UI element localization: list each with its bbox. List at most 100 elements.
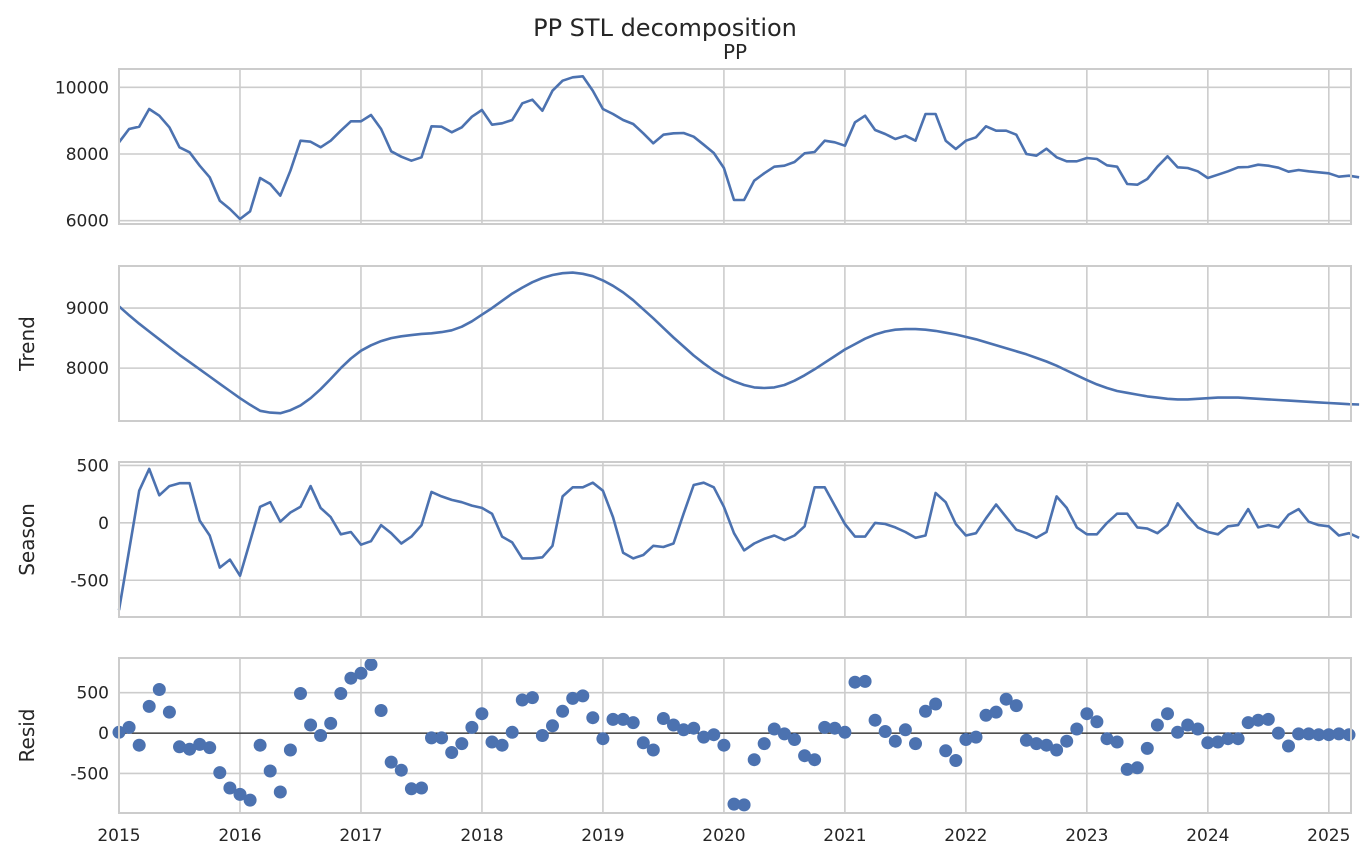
- x-tick-label: 2023: [1065, 826, 1108, 846]
- resid-point: [999, 692, 1013, 706]
- resid-point: [586, 711, 600, 725]
- resid-point: [546, 719, 559, 733]
- resid-point: [939, 744, 953, 758]
- resid-point: [213, 766, 227, 780]
- resid-point: [1050, 743, 1064, 757]
- resid-point: [193, 737, 207, 751]
- resid-point: [455, 737, 469, 751]
- resid-point: [777, 727, 791, 741]
- resid-point: [132, 738, 146, 752]
- trend-panel: 8000 9000 Trend: [15, 265, 1360, 422]
- panels: 6000 8000 10000 PP 8000 9000 Trend -500 0 500 Seas…: [15, 40, 1360, 814]
- resid-point: [1080, 707, 1094, 721]
- resid-ytick-label: -500: [70, 764, 109, 784]
- resid-axes-frame: [118, 657, 1352, 814]
- resid-point: [1211, 735, 1225, 749]
- resid-point: [142, 699, 156, 713]
- resid-point: [808, 753, 822, 767]
- resid-point: [747, 753, 761, 767]
- x-tick-label: 2015: [97, 826, 140, 846]
- x-tick-label: 2017: [339, 826, 382, 846]
- resid-point: [1040, 738, 1053, 752]
- resid-point: [394, 763, 408, 777]
- resid-point: [687, 721, 701, 735]
- resid-point: [273, 785, 287, 799]
- resid-point: [606, 712, 620, 726]
- resid-point: [646, 743, 660, 757]
- resid-point: [374, 704, 388, 717]
- x-tick-label: 2021: [823, 826, 866, 846]
- resid-point: [1322, 728, 1336, 742]
- resid-point: [243, 793, 257, 807]
- x-tick-label: 2020: [702, 826, 745, 846]
- trend-ytick-label: 8000: [66, 359, 109, 379]
- resid-point: [404, 782, 418, 796]
- resid-point: [667, 718, 680, 732]
- season-axes-frame: [118, 461, 1352, 618]
- resid-ytick-label: 500: [77, 684, 109, 704]
- resid-point: [959, 733, 973, 746]
- resid-point: [425, 731, 438, 745]
- resid-point: [556, 704, 570, 718]
- x-tick-label: 2024: [1186, 826, 1229, 846]
- resid-point: [878, 725, 892, 738]
- resid-point: [1342, 728, 1356, 742]
- pp-axes-frame: [118, 68, 1352, 225]
- resid-point: [1302, 727, 1316, 741]
- resid-point: [1171, 725, 1185, 739]
- resid-point: [445, 746, 459, 759]
- resid-point: [384, 755, 398, 769]
- trend-series-line: [118, 271, 1360, 415]
- resid-point: [415, 781, 428, 795]
- resid-point: [1019, 733, 1033, 747]
- resid-point: [253, 738, 267, 752]
- resid-point: [314, 729, 328, 742]
- resid-point: [858, 674, 872, 688]
- trend-y-axis-label: Trend: [15, 316, 39, 372]
- resid-point: [1332, 727, 1346, 741]
- pp-ytick-label: 10000: [55, 78, 109, 98]
- resid-point: [535, 729, 549, 742]
- resid-point: [1241, 716, 1255, 730]
- resid-point: [1312, 728, 1326, 742]
- resid-point: [848, 675, 862, 689]
- resid-point: [1191, 722, 1205, 736]
- pp-ytick-label: 6000: [66, 212, 109, 232]
- resid-point: [515, 693, 529, 707]
- resid-point: [888, 734, 902, 748]
- resid-ytick-label: 0: [98, 724, 109, 744]
- resid-point: [485, 735, 499, 749]
- trend-axes-frame: [118, 265, 1352, 422]
- resid-point: [677, 723, 691, 737]
- resid-point: [828, 721, 842, 735]
- resid-point: [727, 797, 741, 811]
- x-tick-label: 2025: [1307, 826, 1350, 846]
- resid-point: [283, 743, 297, 757]
- resid-point: [1181, 718, 1195, 732]
- season-panel: -500 0 500 Season: [15, 456, 1360, 618]
- resid-point: [949, 754, 963, 767]
- resid-point: [1292, 727, 1306, 741]
- resid-point: [798, 749, 812, 763]
- resid-point: [757, 737, 771, 751]
- trend-ytick-label: 9000: [66, 299, 109, 319]
- resid-point: [656, 712, 670, 725]
- x-axis-ticks: 2015 2016 2017 2018 2019 2020 2021 2022 2023 2024…: [97, 826, 1350, 846]
- x-tick-label: 2019: [581, 826, 624, 846]
- resid-point: [697, 730, 711, 744]
- resid-point: [505, 725, 519, 739]
- resid-point: [364, 658, 378, 671]
- resid-point: [1090, 715, 1104, 729]
- resid-point: [233, 787, 247, 801]
- resid-point: [324, 716, 338, 730]
- x-tick-label: 2016: [218, 826, 261, 846]
- pp-series-line: [117, 75, 1360, 221]
- resid-point: [898, 723, 912, 737]
- resid-point: [1150, 718, 1164, 732]
- resid-point: [1060, 734, 1074, 748]
- resid-point: [626, 716, 640, 730]
- resid-point: [929, 697, 943, 711]
- resid-point: [737, 798, 751, 812]
- resid-point: [183, 742, 197, 756]
